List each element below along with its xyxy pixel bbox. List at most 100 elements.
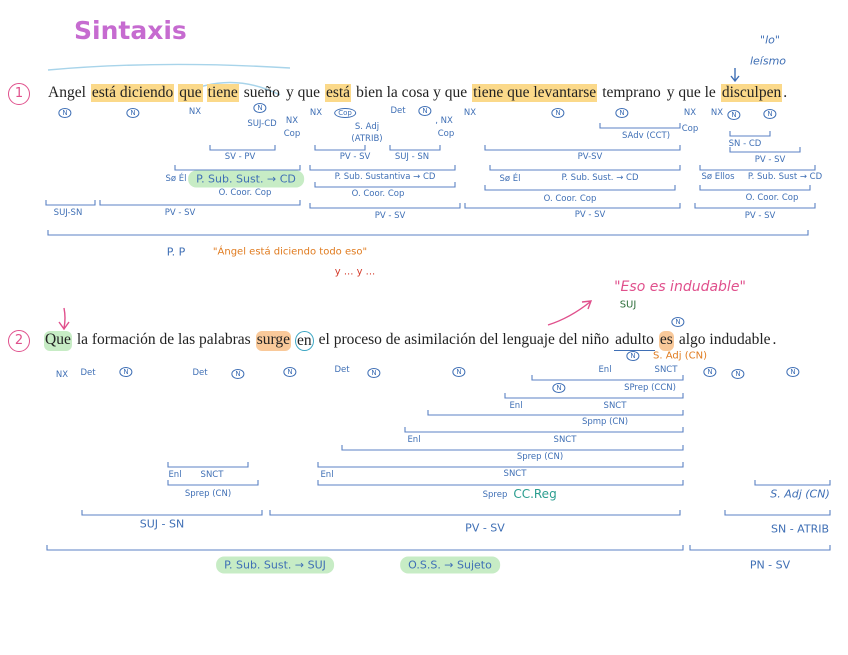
label: Det xyxy=(334,365,350,375)
label: SN - ATRIB xyxy=(771,522,829,536)
bracket xyxy=(694,203,816,209)
bracket xyxy=(389,145,441,151)
label: Sprep (CN) xyxy=(184,489,232,499)
label: , NX xyxy=(435,116,453,126)
bracket xyxy=(309,203,461,209)
label: N xyxy=(58,108,72,118)
bracket xyxy=(464,203,681,209)
label: N xyxy=(626,351,640,361)
label: NX xyxy=(309,108,323,118)
bracket xyxy=(699,185,811,191)
bracket xyxy=(47,230,809,236)
label: SAdv (CCT) xyxy=(621,131,671,141)
bracket xyxy=(729,147,801,153)
label: Det xyxy=(390,106,406,116)
label: y ... y ... xyxy=(334,266,376,278)
label: Enl xyxy=(168,470,182,480)
label: SUJ - SN xyxy=(139,517,185,531)
bracket xyxy=(317,480,684,486)
sentence-number: 1 xyxy=(8,83,30,105)
label: N xyxy=(253,103,267,113)
label: PN - SV xyxy=(749,558,791,572)
bracket xyxy=(269,510,681,516)
annotation: "lo" xyxy=(760,33,780,47)
word: . xyxy=(772,331,777,348)
label: N xyxy=(551,108,565,118)
arrow xyxy=(47,63,291,71)
word: la formación de las palabras xyxy=(76,331,251,348)
label: N xyxy=(552,383,566,393)
label: Sø Él xyxy=(165,174,187,184)
label: O. Coor. Cop xyxy=(543,194,597,204)
label: S. Adj (CN) xyxy=(653,350,707,362)
label: SNCT xyxy=(603,401,627,411)
label: Det xyxy=(192,368,208,378)
label: SUJ-SN xyxy=(53,208,83,218)
label: SUJ-CD xyxy=(247,119,277,129)
bracket xyxy=(484,185,676,191)
label: N xyxy=(671,317,685,327)
word: . xyxy=(783,84,788,101)
sentence: Que la formación de las palabras surge en el… xyxy=(44,331,781,351)
word: temprano xyxy=(602,84,661,101)
title: Sintaxis xyxy=(74,16,187,45)
label: P. P xyxy=(166,245,186,259)
word: disculpen xyxy=(720,84,783,102)
label: N xyxy=(283,367,297,377)
label: O. Coor. Cop xyxy=(218,188,272,198)
label: NX xyxy=(683,108,697,118)
bracket xyxy=(404,427,684,433)
label: P. Sub. Sust. → CD xyxy=(188,170,304,188)
label: N xyxy=(418,106,432,116)
label: Enl xyxy=(509,401,523,411)
label: Enl xyxy=(407,435,421,445)
label: Cop xyxy=(283,129,301,139)
label: (ATRIB) xyxy=(351,134,383,144)
word: y que xyxy=(285,84,320,101)
label: NX xyxy=(188,107,202,117)
word: bien la cosa y que xyxy=(356,84,468,101)
bracket xyxy=(174,165,301,171)
label: N xyxy=(452,367,466,377)
label: N xyxy=(126,108,140,118)
word: surge xyxy=(255,331,291,351)
label: NX xyxy=(55,370,69,380)
label: SNCT xyxy=(654,365,678,375)
label: N xyxy=(731,369,745,379)
bracket xyxy=(317,462,684,468)
label: Cop xyxy=(437,129,455,139)
label: CC.Reg xyxy=(513,487,557,501)
label: O.S.S. → Sujeto xyxy=(400,556,500,574)
label: "Ángel está diciendo todo eso" xyxy=(212,246,368,258)
label: Cop xyxy=(334,108,356,118)
bracket xyxy=(599,123,681,129)
label: S. Adj (CN) xyxy=(770,487,830,501)
word: es xyxy=(658,331,674,351)
label: SUJ xyxy=(619,299,637,311)
bracket xyxy=(724,510,831,516)
arrow xyxy=(58,307,70,331)
bracket xyxy=(754,480,831,486)
label: N xyxy=(786,367,800,377)
word: en xyxy=(295,331,314,351)
label: PV - SV xyxy=(744,211,776,221)
label: O. Coor. Cop xyxy=(745,193,799,203)
label: PV - SV xyxy=(465,521,505,535)
bracket xyxy=(99,200,301,206)
label: PV-SV xyxy=(577,152,603,162)
bracket xyxy=(427,410,684,416)
label: SUJ - SN xyxy=(394,152,430,162)
label: Sprep (CN) xyxy=(516,452,564,462)
label: Enl xyxy=(598,365,612,375)
label: N xyxy=(763,109,777,119)
label: N xyxy=(615,108,629,118)
label: PV - SV xyxy=(374,211,406,221)
label: SN - CD xyxy=(728,139,762,149)
bracket xyxy=(531,375,684,381)
label: N xyxy=(367,368,381,378)
arrow xyxy=(730,68,740,83)
word: está diciendo xyxy=(90,84,175,102)
label: N xyxy=(703,367,717,377)
label: P. Sub. Sustantiva → CD xyxy=(334,172,436,182)
word: el proceso de asimilación del lenguaje d… xyxy=(318,331,610,348)
